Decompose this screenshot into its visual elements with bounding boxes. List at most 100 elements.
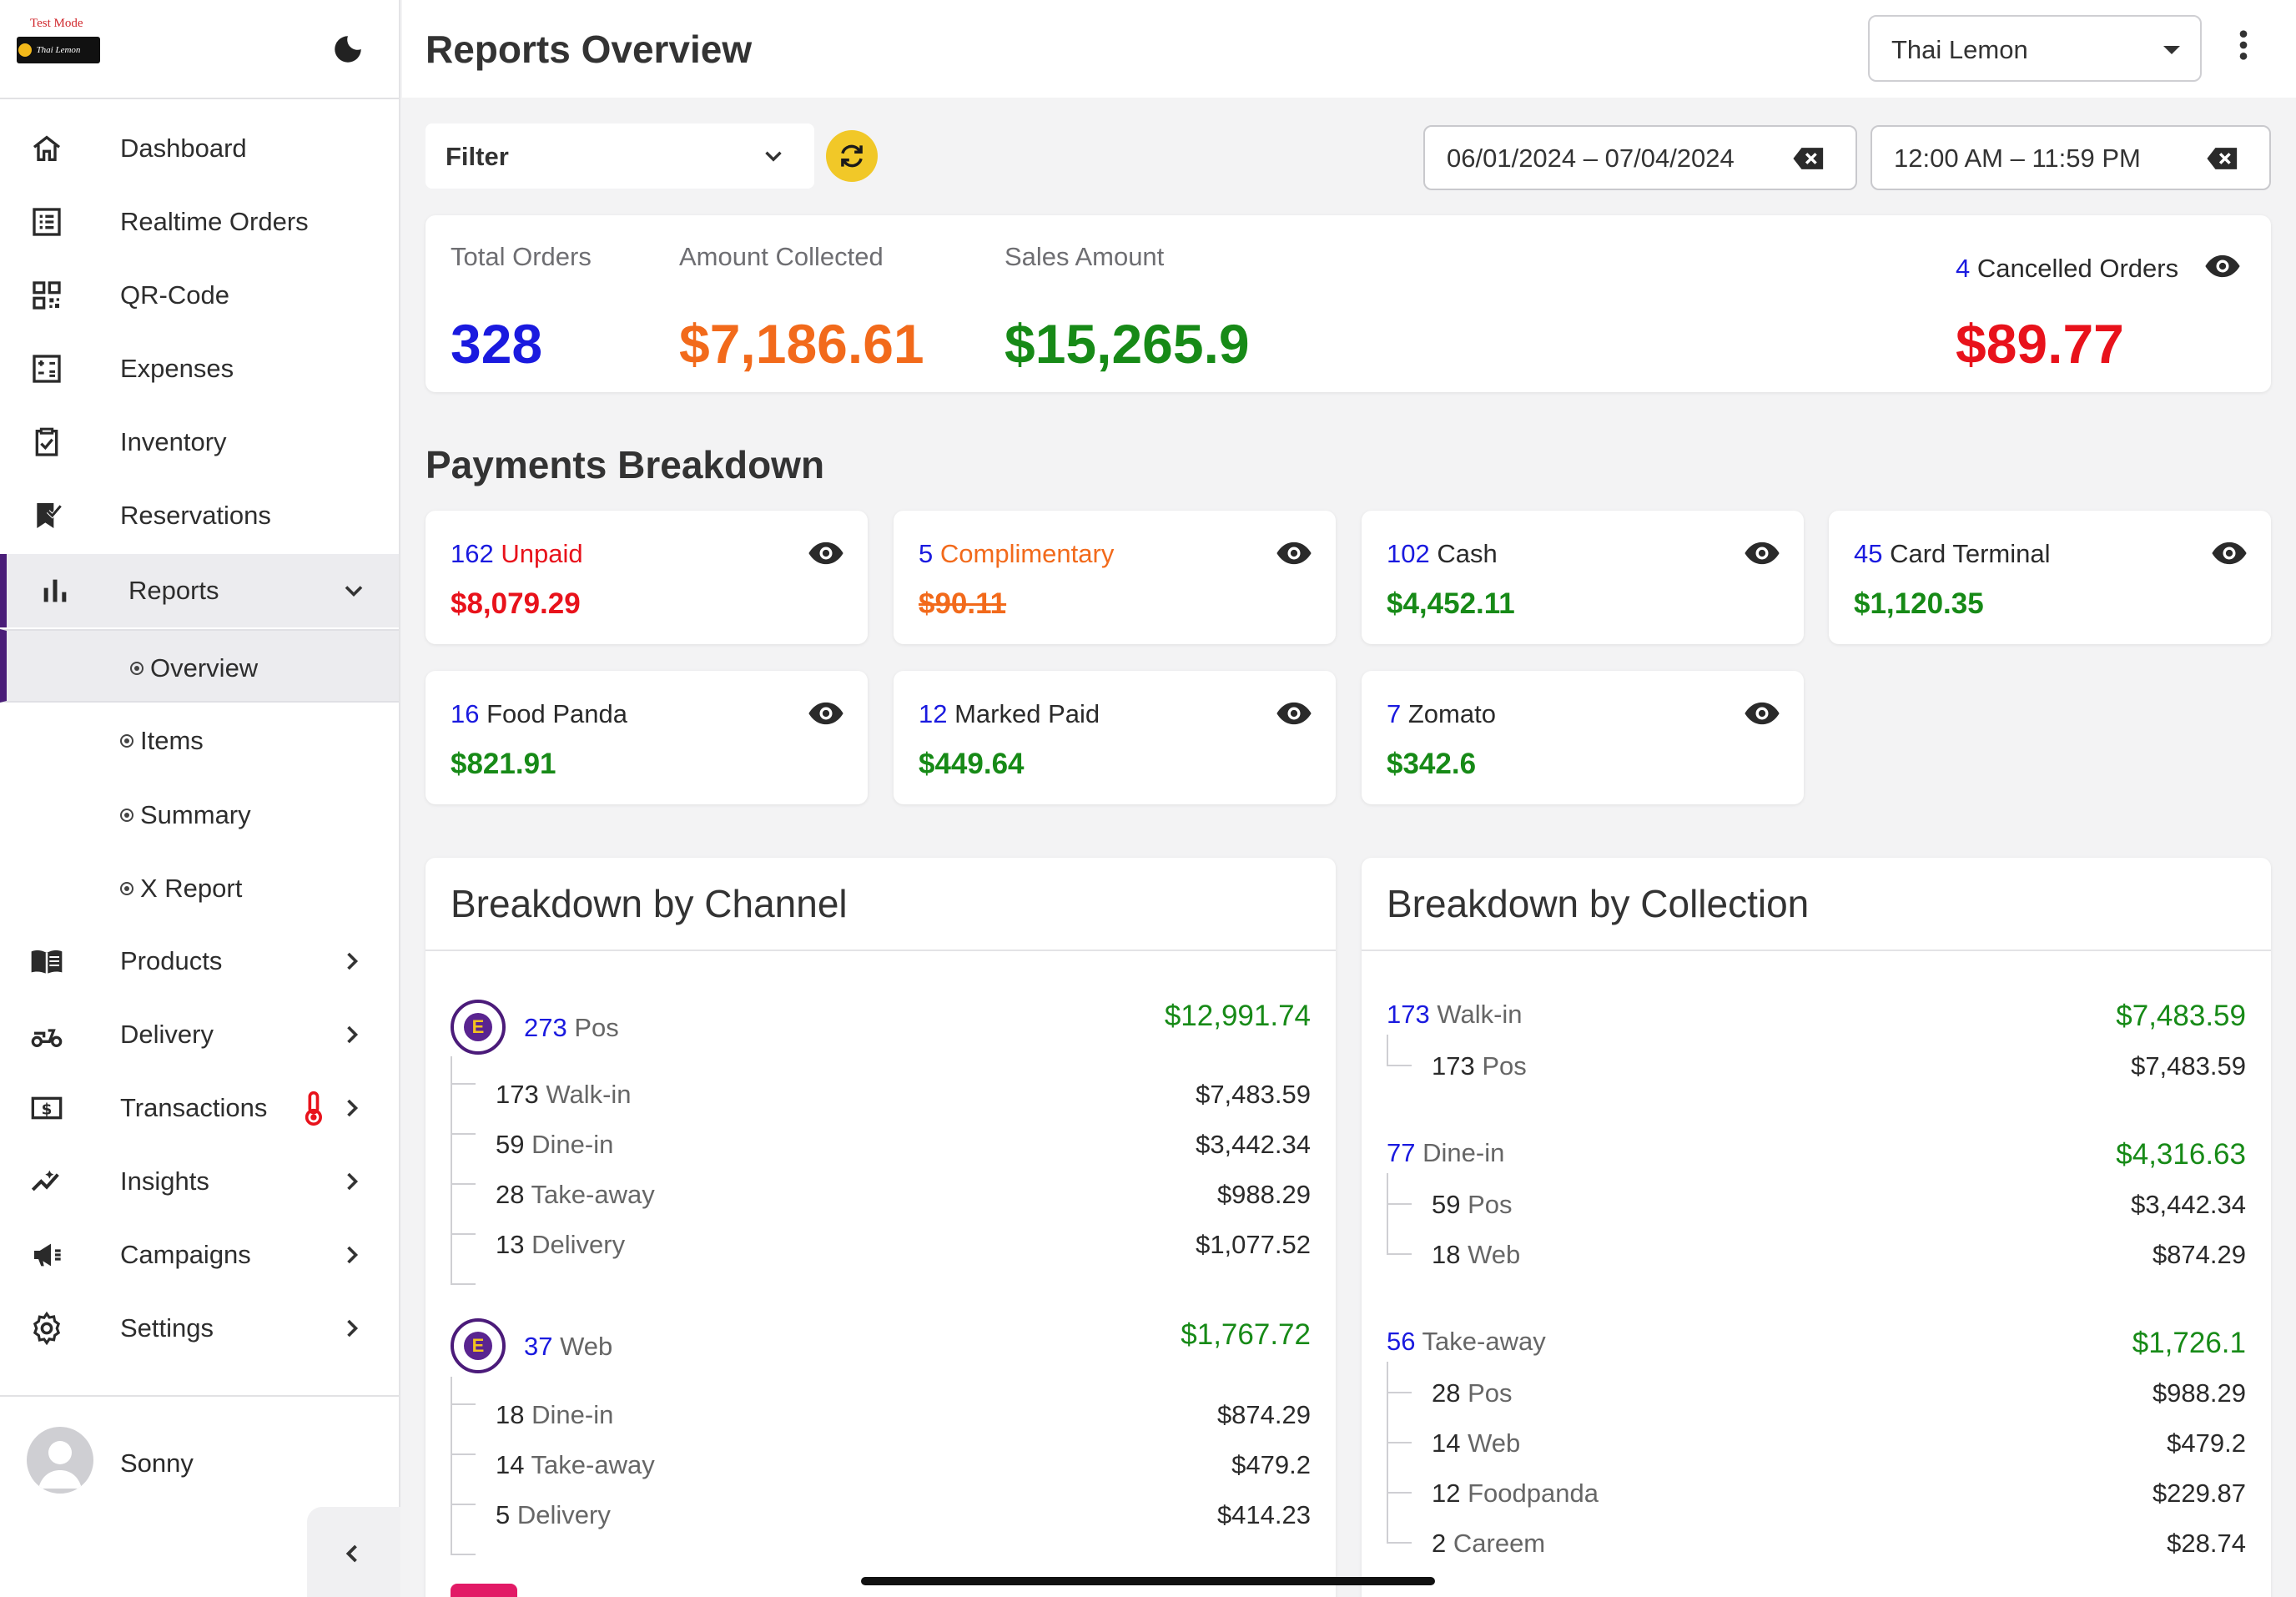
nav-reservations[interactable]: Reservations bbox=[0, 479, 399, 552]
collection-count: 173 bbox=[1387, 1000, 1430, 1029]
sub-x-report-label: X Report bbox=[140, 874, 243, 903]
eye-icon[interactable] bbox=[1742, 701, 1782, 726]
cancelled-count: 4 bbox=[1956, 254, 1971, 283]
avatar[interactable] bbox=[27, 1427, 93, 1494]
nav-insights[interactable]: Insights bbox=[0, 1145, 399, 1218]
clear-date-icon[interactable] bbox=[1792, 145, 1825, 172]
payment-count: 102 bbox=[1387, 539, 1430, 568]
sub-name: Pos bbox=[1468, 1378, 1513, 1408]
eye-icon[interactable] bbox=[1274, 541, 1314, 566]
clear-time-icon[interactable] bbox=[2206, 145, 2239, 172]
sub-count: 28 bbox=[1432, 1378, 1461, 1408]
collapse-sidebar-button[interactable] bbox=[307, 1507, 400, 1597]
more-vertical-icon[interactable] bbox=[2235, 28, 2252, 62]
eye-icon[interactable] bbox=[2203, 254, 2243, 279]
payment-card-unpaid[interactable]: 162 Unpaid $8,079.29 bbox=[425, 511, 868, 644]
collection-sub-amount: $874.29 bbox=[2152, 1240, 2246, 1269]
eye-icon[interactable] bbox=[806, 701, 846, 726]
total-orders-value: 328 bbox=[451, 313, 543, 375]
sub-count: 2 bbox=[1432, 1529, 1447, 1558]
megaphone-icon bbox=[28, 1237, 65, 1273]
dropdown-caret-icon bbox=[2163, 46, 2180, 54]
nav-transactions-label: Transactions bbox=[120, 1093, 268, 1122]
nav-products[interactable]: Products bbox=[0, 924, 399, 998]
sub-name: Delivery bbox=[516, 1500, 611, 1529]
channel-sub-item: 59 Dine-in bbox=[496, 1130, 613, 1160]
nav-reports-summary[interactable]: Summary bbox=[0, 778, 399, 851]
channel-logo: E bbox=[451, 1000, 506, 1055]
sub-name: Take-away bbox=[531, 1450, 655, 1479]
nav-transactions[interactable]: $ Transactions bbox=[0, 1071, 399, 1145]
payment-card-zomato[interactable]: 7 Zomato $342.6 bbox=[1362, 671, 1804, 804]
collection-sub-amount: $229.87 bbox=[2152, 1479, 2246, 1508]
payment-count: 5 bbox=[919, 539, 934, 568]
sub-count: 28 bbox=[496, 1180, 525, 1209]
nav-inventory[interactable]: Inventory bbox=[0, 406, 399, 479]
eye-icon[interactable] bbox=[1274, 701, 1314, 726]
sub-name: Take-away bbox=[531, 1180, 655, 1209]
payment-title: 12 Marked Paid bbox=[919, 699, 1100, 729]
radio-bullet-icon bbox=[120, 882, 133, 895]
nav-expenses-label: Expenses bbox=[120, 354, 234, 383]
dark-mode-moon-icon[interactable] bbox=[330, 32, 365, 67]
tree-line bbox=[1387, 1205, 1412, 1255]
nav-reports-items[interactable]: Items bbox=[0, 703, 399, 777]
eye-icon[interactable] bbox=[1742, 541, 1782, 566]
payment-card-card-terminal[interactable]: 45 Card Terminal $1,120.35 bbox=[1829, 511, 2271, 644]
nav-settings[interactable]: Settings bbox=[0, 1292, 399, 1365]
filter-select[interactable]: Filter bbox=[425, 123, 814, 189]
payment-card-cash[interactable]: 102 Cash $4,452.11 bbox=[1362, 511, 1804, 644]
channel-sub-amount: $7,483.59 bbox=[1196, 1080, 1311, 1109]
collection-sub-item: 173 Pos bbox=[1432, 1051, 1527, 1081]
payment-title: 162 Unpaid bbox=[451, 539, 583, 569]
nav-delivery[interactable]: Delivery bbox=[0, 998, 399, 1071]
refresh-button[interactable] bbox=[826, 130, 878, 182]
payment-amount: $90.11 bbox=[919, 587, 1007, 620]
sub-name: Walk-in bbox=[546, 1080, 632, 1109]
nav-dashboard[interactable]: Dashboard bbox=[0, 112, 399, 185]
page-title: Reports Overview bbox=[425, 28, 753, 71]
home-icon bbox=[28, 130, 65, 167]
nav-reports-overview[interactable]: Overview bbox=[0, 629, 399, 703]
nav-expenses[interactable]: Expenses bbox=[0, 332, 399, 406]
sub-name: Pos bbox=[1468, 1190, 1513, 1219]
eye-icon[interactable] bbox=[2209, 541, 2249, 566]
test-mode-label: Test Mode bbox=[30, 17, 83, 30]
amount-collected-label: Amount Collected bbox=[679, 242, 884, 271]
collection-count: 56 bbox=[1387, 1327, 1416, 1356]
nav-qr-code[interactable]: QR-Code bbox=[0, 259, 399, 332]
eye-icon[interactable] bbox=[806, 541, 846, 566]
bar-chart-icon bbox=[37, 572, 73, 609]
sub-overview-label: Overview bbox=[150, 653, 259, 683]
payment-card-food-panda[interactable]: 16 Food Panda $821.91 bbox=[425, 671, 868, 804]
collection-breakdown-title: Breakdown by Collection bbox=[1387, 882, 1810, 925]
nav-realtime-orders[interactable]: Realtime Orders bbox=[0, 185, 399, 259]
tree-line bbox=[1387, 1035, 1412, 1066]
tree-line bbox=[1387, 1393, 1412, 1443]
cancelled-amount-value: $89.77 bbox=[1956, 313, 2124, 375]
restaurant-select[interactable]: Thai Lemon bbox=[1868, 15, 2202, 82]
channel-logo-letter: E bbox=[464, 1332, 492, 1360]
payment-card-complimentary[interactable]: 5 Complimentary $90.11 bbox=[894, 511, 1336, 644]
menu-book-icon bbox=[28, 943, 65, 980]
payment-card-marked-paid[interactable]: 12 Marked Paid $449.64 bbox=[894, 671, 1336, 804]
nav-reports[interactable]: Reports bbox=[0, 554, 399, 627]
chevron-right-icon bbox=[347, 1246, 359, 1264]
sub-count: 14 bbox=[1432, 1428, 1461, 1458]
sidebar: Test Mode Thai Lemon Dashboard Realtime … bbox=[0, 0, 400, 1597]
time-range-input[interactable]: 12:00 AM – 11:59 PM bbox=[1871, 125, 2271, 190]
collection-sub-amount: $7,483.59 bbox=[2131, 1051, 2246, 1081]
nav-reports-x-report[interactable]: X Report bbox=[0, 851, 399, 924]
tree-line bbox=[451, 1377, 476, 1405]
channel-head-pos: 273 Pos bbox=[524, 1013, 619, 1043]
scooter-icon bbox=[28, 1016, 65, 1053]
date-range-input[interactable]: 06/01/2024 – 07/04/2024 bbox=[1423, 125, 1857, 190]
channel-total: $1,767.72 bbox=[1181, 1318, 1311, 1351]
channel-sub-amount: $988.29 bbox=[1216, 1180, 1311, 1209]
nav-campaigns[interactable]: Campaigns bbox=[0, 1218, 399, 1292]
channel-sub-item: 28 Take-away bbox=[496, 1180, 655, 1210]
sub-name: Web bbox=[1468, 1428, 1521, 1458]
bookmark-check-icon bbox=[28, 497, 65, 534]
sub-items-row: Items bbox=[120, 726, 204, 756]
channel-sub-amount: $3,442.34 bbox=[1196, 1130, 1311, 1159]
